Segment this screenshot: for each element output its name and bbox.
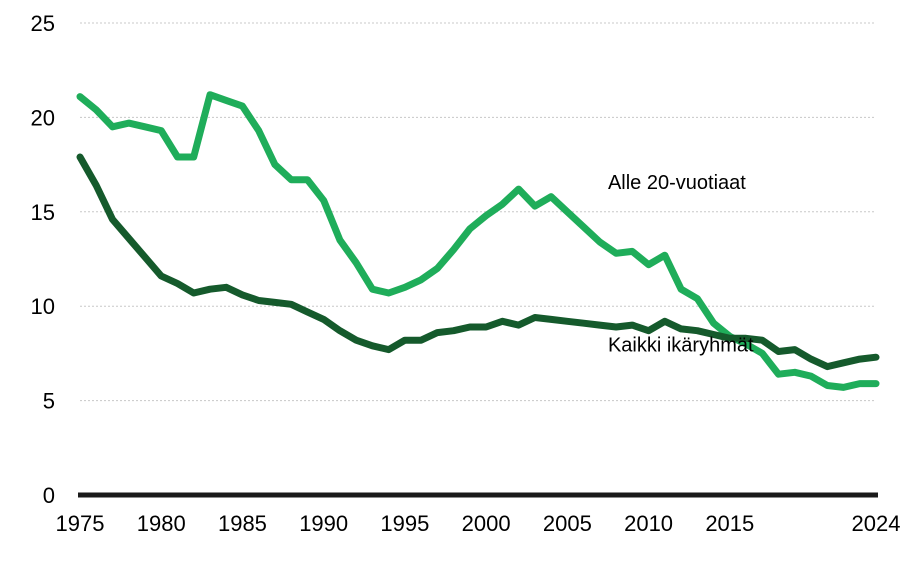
series-lines bbox=[76, 91, 880, 391]
x-tick-label: 1990 bbox=[299, 511, 348, 536]
series-annotations: Alle 20-vuotiaat Kaikki ikäryhmät bbox=[608, 172, 754, 356]
y-tick-label: 5 bbox=[43, 389, 55, 414]
series-line-0 bbox=[76, 91, 880, 391]
x-tick-label: 2000 bbox=[462, 511, 511, 536]
x-tick-label: 2015 bbox=[705, 511, 754, 536]
gridlines bbox=[80, 22, 876, 402]
x-tick-label: 2024 bbox=[852, 511, 901, 536]
y-tick-label: 10 bbox=[31, 294, 55, 319]
y-tick-label: 25 bbox=[31, 11, 55, 36]
series-label-1: Kaikki ikäryhmät bbox=[608, 335, 754, 357]
x-tick-label: 1995 bbox=[380, 511, 429, 536]
series-line-1 bbox=[76, 153, 880, 371]
x-tick-label: 1975 bbox=[56, 511, 105, 536]
x-tick-label: 1985 bbox=[218, 511, 267, 536]
x-tick-label: 1980 bbox=[137, 511, 186, 536]
y-tick-label: 15 bbox=[31, 200, 55, 225]
x-axis-tick-labels: 1975 1980 1985 1990 1995 2000 2005 2010 2015 2024 bbox=[56, 511, 901, 536]
x-tick-label: 2005 bbox=[543, 511, 592, 536]
y-tick-label: 0 bbox=[43, 483, 55, 508]
series-label-0: Alle 20-vuotiaat bbox=[608, 172, 746, 194]
x-tick-label: 2010 bbox=[624, 511, 673, 536]
y-axis-tick-labels: 0 5 10 15 20 25 bbox=[31, 11, 55, 508]
y-tick-label: 20 bbox=[31, 105, 55, 130]
